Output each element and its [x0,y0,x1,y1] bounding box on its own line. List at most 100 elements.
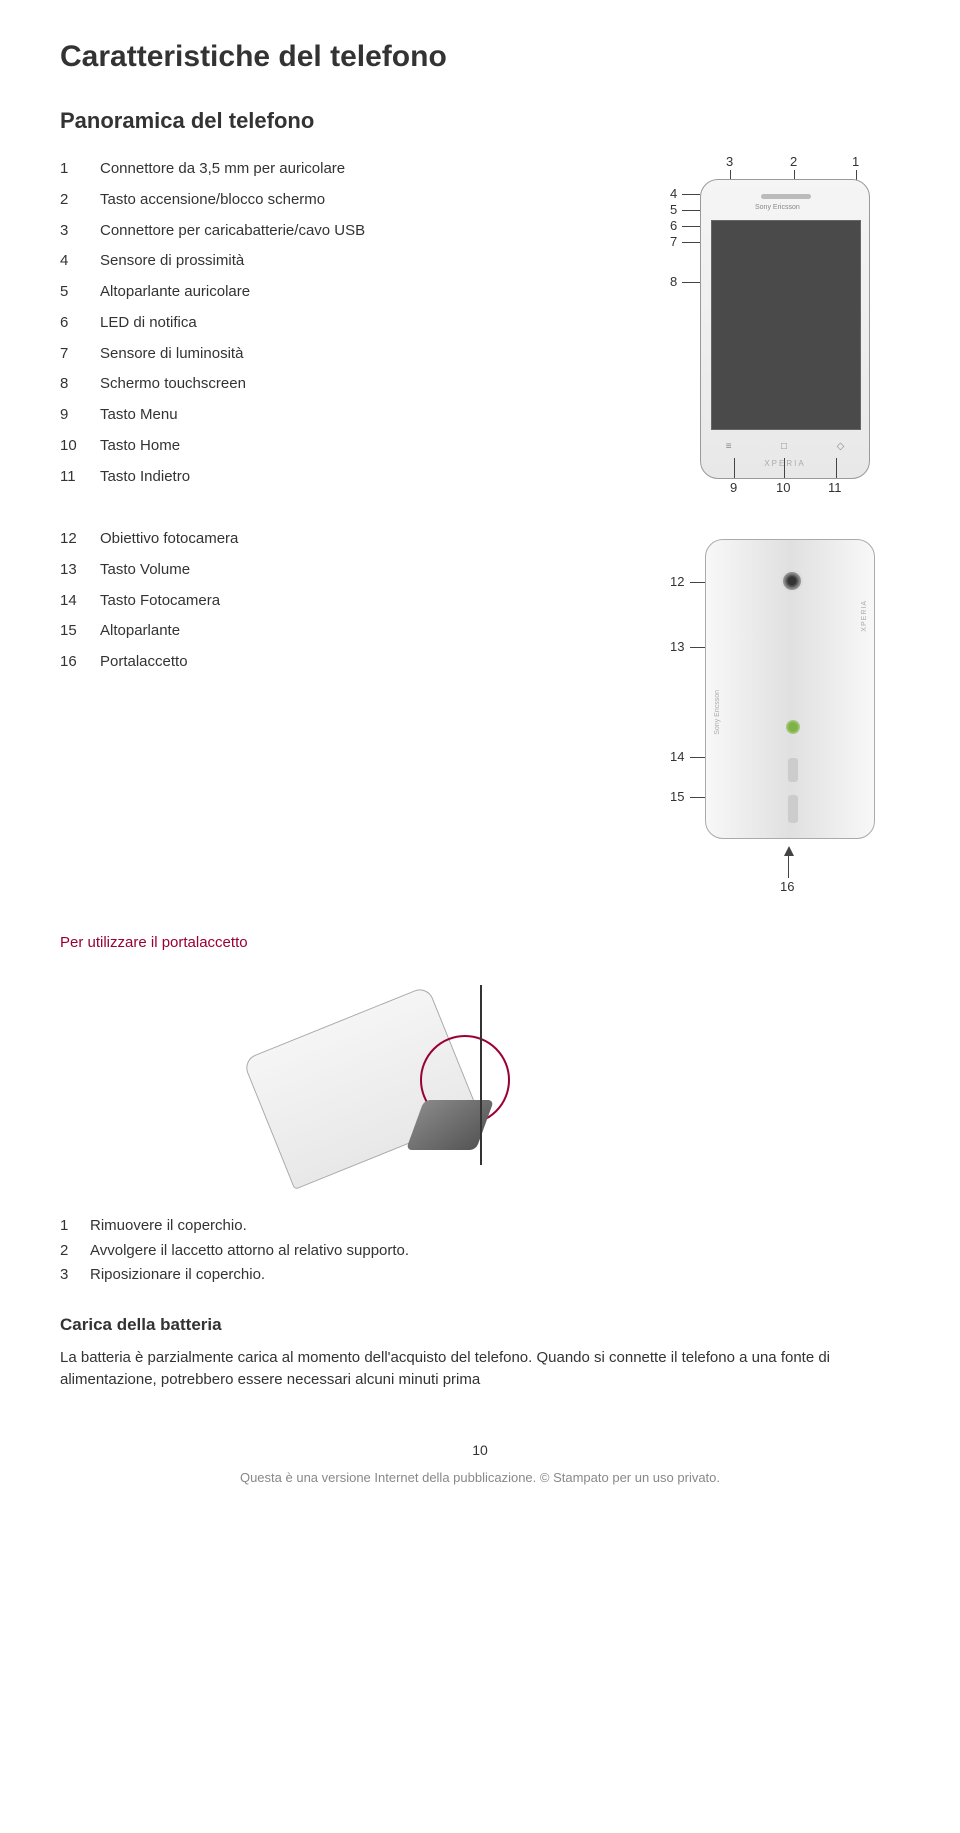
feature-item: 12 Obiettivo fotocamera [60,524,580,555]
callout-2: 2 [790,154,797,169]
callout-9: 9 [730,480,737,495]
callout-15: 15 [670,789,684,804]
phone-front-diagram: 3 2 1 4 5 6 7 8 Sony Ericsson ≡ [620,154,900,494]
step-label: Riposizionare il coperchio. [90,1264,265,1287]
feature-num: 1 [60,154,82,185]
charge-heading: Carica della batteria [60,1315,900,1335]
feature-label: Connettore per caricabatterie/cavo USB [100,216,365,247]
feature-label: Portalaccetto [100,647,188,678]
feature-item: 5 Altoparlante auricolare [60,277,580,308]
menu-key-icon: ≡ [726,441,732,452]
callout-14: 14 [670,749,684,764]
step-num: 2 [60,1240,76,1263]
feature-item: 10 Tasto Home [60,431,580,462]
phone-logo-back: Sony Ericsson [714,690,721,735]
feature-item: 8 Schermo touchscreen [60,369,580,400]
feature-label: Schermo touchscreen [100,369,246,400]
section-heading-overview: Panoramica del telefono [60,108,900,134]
overview-block-back: 12 Obiettivo fotocamera 13 Tasto Volume 14… [60,524,900,904]
feature-num: 5 [60,277,82,308]
steps-list: 1Rimuovere il coperchio. 2 Avvolgere il l… [60,1215,900,1287]
strap-slot-icon [788,795,798,823]
feature-item: 14 Tasto Fotocamera [60,586,580,617]
page-title: Caratteristiche del telefono [60,40,900,74]
feature-num: 10 [60,431,82,462]
phone-body-front: Sony Ericsson ≡ □ ◇ XPERIA [700,179,870,479]
callout-8: 8 [670,274,677,289]
feature-label: Sensore di prossimità [100,246,244,277]
step-item: 3 Riposizionare il coperchio. [60,1264,900,1287]
strap-heading: Per utilizzare il portalaccetto [60,934,900,951]
step-num: 3 [60,1264,76,1287]
feature-num: 2 [60,185,82,216]
feature-item: 6 LED di notifica [60,308,580,339]
callout-7: 7 [670,234,677,249]
footer-text: Questa è una versione Internet della pub… [60,1470,900,1485]
callout-13: 13 [670,639,684,654]
callout-11: 11 [828,480,842,495]
feature-item: 9 Tasto Menu [60,400,580,431]
feature-item: 13 Tasto Volume [60,555,580,586]
feature-num: 6 [60,308,82,339]
feature-item: 15 Altoparlante [60,616,580,647]
callout-1: 1 [852,154,859,169]
feature-item: 11Tasto Indietro [60,462,580,493]
phone-body-back: Sony Ericsson XPERIA [705,539,875,839]
feature-item: 7 Sensore di luminosità [60,339,580,370]
feature-item: 16 Portalaccetto [60,647,580,678]
feature-label: LED di notifica [100,308,197,339]
feature-label: Tasto Volume [100,555,190,586]
step-item: 2 Avvolgere il laccetto attorno al relati… [60,1240,900,1263]
earpiece-icon [761,194,811,199]
callout-4: 4 [670,186,677,201]
feature-label: Connettore da 3,5 mm per auricolare [100,154,345,185]
phone-logo: Sony Ericsson [755,204,800,211]
feature-num: 15 [60,616,82,647]
step-item: 1Rimuovere il coperchio. [60,1215,900,1238]
callout-12: 12 [670,574,684,589]
charge-body: La batteria è parzialmente carica al mom… [60,1347,900,1392]
feature-item: 1 Connettore da 3,5 mm per auricolare [60,154,580,185]
phone-model-back: XPERIA [861,600,868,632]
phone-button-row: ≡ □ ◇ [701,441,869,452]
callout-16: 16 [780,879,794,894]
callout-6: 6 [670,218,677,233]
feature-num: 4 [60,246,82,277]
feature-num: 12 [60,524,82,555]
feature-label: Tasto Indietro [100,462,190,493]
arrow-up-icon [784,846,794,856]
feature-num: 16 [60,647,82,678]
back-key-icon: ◇ [837,441,845,452]
callout-5: 5 [670,202,677,217]
feature-list-back: 12 Obiettivo fotocamera 13 Tasto Volume 14… [60,524,580,904]
feature-num: 13 [60,555,82,586]
feature-label: Sensore di luminosità [100,339,243,370]
strap-cord-icon [480,985,482,1165]
feature-num: 8 [60,369,82,400]
phone-back-diagram: 12 13 14 15 Sony Ericsson XPERIA 16 [620,524,900,904]
feature-label: Tasto Fotocamera [100,586,220,617]
speaker-icon [786,720,800,734]
feature-label: Tasto Menu [100,400,178,431]
page-number: 10 [60,1442,900,1458]
feature-num: 3 [60,216,82,247]
feature-item: 2 Tasto accensione/blocco schermo [60,185,580,216]
feature-label: Tasto accensione/blocco schermo [100,185,325,216]
step-num: 1 [60,1215,76,1238]
callout-10: 10 [776,480,790,495]
phone-model-label: XPERIA [701,459,869,468]
feature-num: 9 [60,400,82,431]
feature-label: Altoparlante auricolare [100,277,250,308]
feature-item: 4 Sensore di prossimità [60,246,580,277]
feature-num: 7 [60,339,82,370]
callout-3: 3 [726,154,733,169]
home-key-icon: □ [781,441,787,452]
feature-label: Obiettivo fotocamera [100,524,238,555]
feature-label: Altoparlante [100,616,180,647]
feature-label: Tasto Home [100,431,180,462]
camera-lens-icon [781,570,803,592]
feature-list-front: 1 Connettore da 3,5 mm per auricolare 2 Ta… [60,154,580,494]
strap-illustration [260,965,580,1195]
step-label: Avvolgere il laccetto attorno al relativ… [90,1240,409,1263]
feature-num: 14 [60,586,82,617]
